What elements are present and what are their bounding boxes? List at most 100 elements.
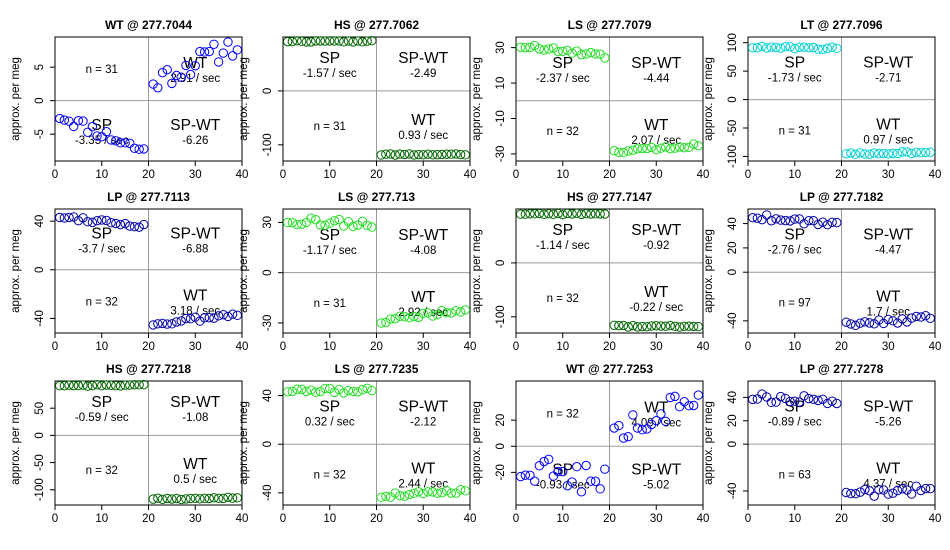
y-axis-label: approx. per meg <box>10 57 22 141</box>
data-point <box>73 380 84 391</box>
x-tick-label: 10 <box>788 169 801 181</box>
data-point <box>785 396 795 407</box>
chart-panel: LP @ 277.7182 approx. per meg 0 10 20 30 40 -40… <box>703 190 941 353</box>
x-tick-label: 0 <box>513 169 519 181</box>
data-point <box>688 321 699 332</box>
y-tick-label: 0 <box>727 269 739 275</box>
x-tick-label: 10 <box>323 341 336 353</box>
data-point <box>864 318 875 328</box>
y-tick-label: 0 <box>262 441 274 447</box>
data-point <box>343 216 354 227</box>
data-point <box>125 221 135 231</box>
chart-title: WT @ 277.7253 <box>566 362 653 376</box>
data-point <box>567 48 577 58</box>
x-tick-label: 40 <box>236 341 249 353</box>
data-point <box>157 318 168 329</box>
data-point <box>139 379 149 390</box>
data-point <box>841 149 851 159</box>
data-point <box>684 401 694 411</box>
quadrant-label-top-left-value: -0.89 / sec <box>768 417 822 429</box>
data-point <box>437 149 447 160</box>
quadrant-label-top-right-value: -2.49 <box>410 68 436 80</box>
data-point <box>623 146 633 156</box>
y-axis-label: approx. per meg <box>238 401 250 485</box>
data-point <box>432 149 442 160</box>
data-point <box>771 214 781 224</box>
data-point <box>850 489 861 499</box>
data-point <box>223 492 233 502</box>
y-axis-label: approx. per meg <box>10 229 22 313</box>
chart-panel: WT @ 277.7044 approx. per meg 0 10 20 30 40 -5 0… <box>10 18 248 181</box>
data-point <box>125 380 135 390</box>
data-point <box>329 216 340 226</box>
quadrant-label-bottom-left: n = 31 <box>314 298 346 310</box>
data-point <box>101 380 112 390</box>
data-point <box>441 307 452 318</box>
data-point <box>213 311 224 321</box>
data-point <box>804 43 814 53</box>
y-tick-label: 0 <box>727 96 739 102</box>
quadrant-label-bottom-right-name: WT <box>876 289 901 306</box>
data-point <box>572 208 582 219</box>
y-tick-label: -100 <box>34 478 46 501</box>
data-point <box>427 487 438 497</box>
data-point <box>381 317 391 328</box>
data-point <box>916 148 926 158</box>
data-point <box>87 217 98 228</box>
data-point <box>362 220 372 230</box>
quadrant-label-bottom-right-value: 2.44 / sec <box>398 479 448 491</box>
data-point <box>846 488 856 499</box>
data-point <box>395 490 405 501</box>
data-point <box>348 37 358 47</box>
data-point <box>916 312 926 322</box>
data-point <box>693 321 704 332</box>
x-tick-label: 0 <box>52 513 58 525</box>
data-point <box>306 213 316 223</box>
data-point <box>218 493 229 504</box>
data-point <box>920 311 931 321</box>
data-point <box>185 314 196 324</box>
data-point <box>558 209 568 220</box>
data-point <box>906 489 917 499</box>
data-point <box>757 214 767 225</box>
data-point <box>59 115 70 125</box>
data-point <box>339 37 349 47</box>
data-point <box>544 454 554 465</box>
quadrant-label-top-left-value: 0.32 / sec <box>305 417 355 429</box>
data-point <box>176 72 186 82</box>
x-tick-label: 20 <box>370 513 383 525</box>
data-point <box>218 309 229 320</box>
x-tick-label: 40 <box>929 513 942 525</box>
data-point <box>637 143 647 154</box>
data-point <box>883 149 893 159</box>
data-point <box>148 320 158 330</box>
x-tick-label: 40 <box>697 169 710 181</box>
quadrant-label-bottom-right-value: 0.97 / sec <box>863 134 913 146</box>
y-tick-label: -40 <box>262 485 274 502</box>
data-point <box>600 209 610 219</box>
data-point <box>846 148 856 158</box>
data-point <box>869 148 879 158</box>
data-point <box>69 380 79 391</box>
data-point <box>157 494 168 504</box>
x-tick-label: 40 <box>929 341 942 353</box>
data-point <box>911 311 921 322</box>
data-point <box>794 42 805 52</box>
data-point <box>874 484 884 495</box>
y-tick-label: -30 <box>262 315 274 332</box>
data-point <box>651 321 661 331</box>
data-point <box>120 218 130 229</box>
data-point <box>813 44 823 54</box>
data-point <box>785 216 795 226</box>
data-point <box>818 44 828 54</box>
data-point <box>282 387 293 397</box>
x-tick-label: 0 <box>280 341 286 353</box>
data-point <box>832 43 842 54</box>
chart-title: LS @ 277.7079 <box>568 18 652 32</box>
data-point <box>614 420 624 431</box>
quadrant-label-top-right-name: SP-WT <box>170 394 220 411</box>
x-tick-label: 30 <box>189 513 202 525</box>
data-point <box>423 308 433 318</box>
x-tick-label: 0 <box>745 513 751 525</box>
data-point <box>920 483 931 494</box>
